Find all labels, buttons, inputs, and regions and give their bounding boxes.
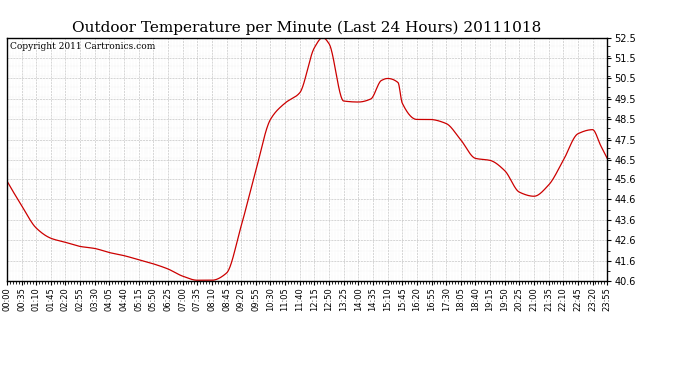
- Title: Outdoor Temperature per Minute (Last 24 Hours) 20111018: Outdoor Temperature per Minute (Last 24 …: [72, 21, 542, 35]
- Text: Copyright 2011 Cartronics.com: Copyright 2011 Cartronics.com: [10, 42, 155, 51]
